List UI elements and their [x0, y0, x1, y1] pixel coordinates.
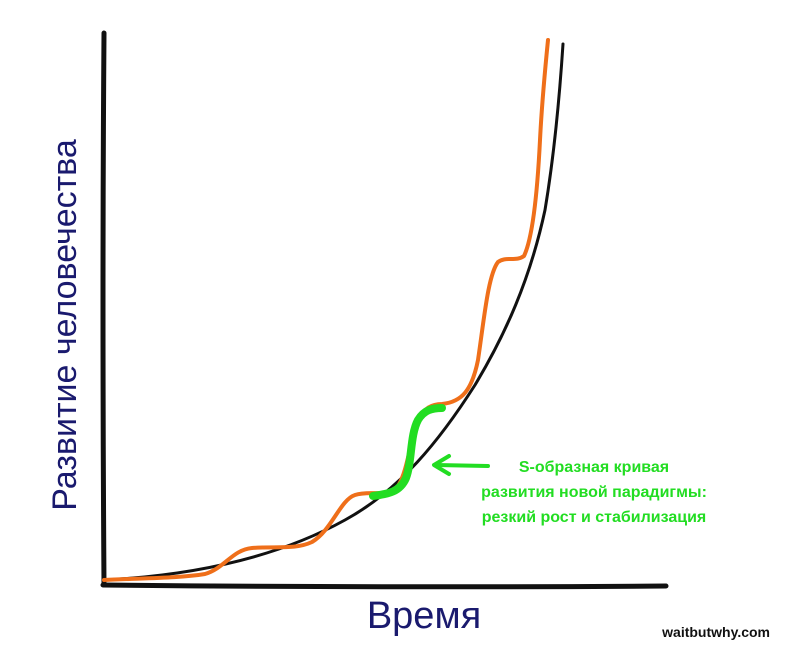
- annotation-line-3: резкий рост и стабилизация: [482, 509, 707, 526]
- annotation-text: S-образная кривая развития новой парадиг…: [481, 459, 707, 526]
- arrow-left-icon: [432, 454, 490, 476]
- highlighted-s-curve: [369, 404, 446, 500]
- watermark: waitbutwhy.com: [661, 624, 770, 640]
- y-axis-label: Развитие человечества: [46, 139, 84, 511]
- annotation-line-1: S-образная кривая: [519, 459, 669, 476]
- exponential-curve: [102, 42, 565, 582]
- axes: [100, 30, 669, 590]
- y-axis-line: [100, 30, 107, 588]
- annotation-line-2: развития новой парадигмы:: [481, 484, 707, 501]
- x-axis-label: Время: [367, 595, 481, 637]
- x-axis-line: [100, 582, 669, 590]
